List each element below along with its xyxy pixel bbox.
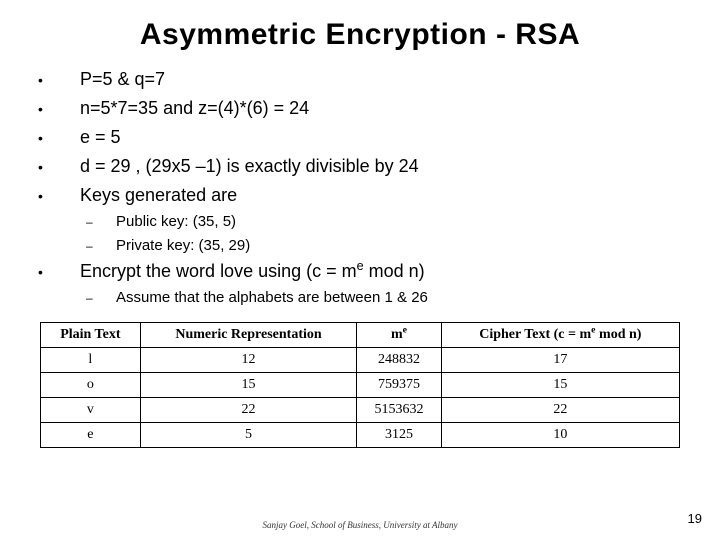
sub-bullet-text: Public key: (35, 5) <box>116 211 692 234</box>
table-row: o 15 759375 15 <box>41 372 680 397</box>
bullet-list: • P=5 & q=7 • n=5*7=35 and z=(4)*(6) = 2… <box>28 66 692 310</box>
bullet-text: Keys generated are <box>80 182 692 209</box>
sub-bullet-text: Assume that the alphabets are between 1 … <box>116 287 692 310</box>
bullet-item: • n=5*7=35 and z=(4)*(6) = 24 <box>28 95 692 122</box>
bullet-marker: • <box>28 99 80 120</box>
encrypt-text-pre: Encrypt the word love using (c = m <box>80 261 357 281</box>
bullet-item: • Keys generated are <box>28 182 692 209</box>
bullet-marker: • <box>28 70 80 91</box>
sub-bullet-marker: – <box>86 237 116 255</box>
table-row: l 12 248832 17 <box>41 347 680 372</box>
col-m-e: me <box>357 322 441 347</box>
col-cipher-pre: Cipher Text (c = m <box>479 327 591 342</box>
sub-bullet-item: – Assume that the alphabets are between … <box>28 287 692 310</box>
cell-plain: e <box>41 422 141 447</box>
table-row: e 5 3125 10 <box>41 422 680 447</box>
col-numeric-rep: Numeric Representation <box>140 322 357 347</box>
sub-bullet-item: – Public key: (35, 5) <box>28 211 692 234</box>
bullet-text-encrypt: Encrypt the word love using (c = me mod … <box>80 258 692 285</box>
bullet-item: • d = 29 , (29x5 –1) is exactly divisibl… <box>28 153 692 180</box>
page-number: 19 <box>688 511 702 526</box>
table-row: v 22 5153632 22 <box>41 397 680 422</box>
bullet-marker: • <box>28 262 80 283</box>
bullet-text: P=5 & q=7 <box>80 66 692 93</box>
cell-plain: o <box>41 372 141 397</box>
rsa-table: Plain Text Numeric Representation me Cip… <box>40 322 680 448</box>
bullet-marker: • <box>28 186 80 207</box>
bullet-text: d = 29 , (29x5 –1) is exactly divisible … <box>80 153 692 180</box>
cell-me: 3125 <box>357 422 441 447</box>
encrypt-text-sup: e <box>357 259 364 273</box>
cell-cipher: 22 <box>441 397 679 422</box>
cell-cipher: 17 <box>441 347 679 372</box>
cell-cipher: 15 <box>441 372 679 397</box>
slide: Asymmetric Encryption - RSA • P=5 & q=7 … <box>0 0 720 540</box>
cell-numeric: 15 <box>140 372 357 397</box>
cell-numeric: 12 <box>140 347 357 372</box>
page-title: Asymmetric Encryption - RSA <box>28 18 692 52</box>
col-m-e-sup: e <box>403 324 407 335</box>
cell-me: 5153632 <box>357 397 441 422</box>
col-cipher-post: mod n) <box>596 327 642 342</box>
col-m-e-base: m <box>391 327 403 342</box>
sub-bullet-text: Private key: (35, 29) <box>116 235 692 258</box>
footer-attribution: Sanjay Goel, School of Business, Univers… <box>0 520 720 530</box>
cell-numeric: 22 <box>140 397 357 422</box>
bullet-item: • Encrypt the word love using (c = me mo… <box>28 258 692 285</box>
bullet-text: n=5*7=35 and z=(4)*(6) = 24 <box>80 95 692 122</box>
col-cipher-text: Cipher Text (c = me mod n) <box>441 322 679 347</box>
table-header: Plain Text Numeric Representation me Cip… <box>41 322 680 347</box>
cell-me: 759375 <box>357 372 441 397</box>
cell-me: 248832 <box>357 347 441 372</box>
bullet-marker: • <box>28 128 80 149</box>
table-header-row: Plain Text Numeric Representation me Cip… <box>41 322 680 347</box>
sub-bullet-item: – Private key: (35, 29) <box>28 235 692 258</box>
bullet-marker: • <box>28 157 80 178</box>
cell-plain: v <box>41 397 141 422</box>
cell-numeric: 5 <box>140 422 357 447</box>
sub-bullet-marker: – <box>86 289 116 307</box>
encrypt-text-post: mod n) <box>364 261 425 281</box>
bullet-text: e = 5 <box>80 124 692 151</box>
col-plain-text: Plain Text <box>41 322 141 347</box>
bullet-item: • P=5 & q=7 <box>28 66 692 93</box>
cell-cipher: 10 <box>441 422 679 447</box>
table-body: l 12 248832 17 o 15 759375 15 v 22 51536… <box>41 347 680 447</box>
bullet-item: • e = 5 <box>28 124 692 151</box>
sub-bullet-marker: – <box>86 213 116 231</box>
cell-plain: l <box>41 347 141 372</box>
